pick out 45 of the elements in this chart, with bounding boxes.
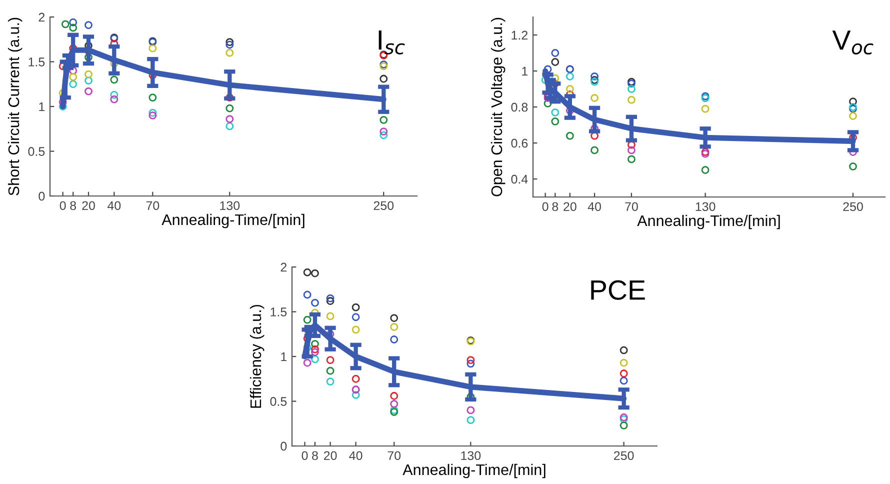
x-tick-label: 70: [625, 202, 638, 212]
x-tick-label: 250: [374, 201, 394, 210]
y-tick-label: 1.5: [270, 308, 287, 316]
x-tick-label: 130: [696, 202, 716, 212]
y-tick-label: 2: [38, 12, 45, 22]
x-tick-label: 0: [60, 201, 66, 210]
y-tick-label: 0.8: [511, 102, 528, 112]
annotation: PCE: [591, 280, 645, 300]
x-tick-label: 40: [588, 202, 601, 212]
x-tick-label: 8: [70, 201, 76, 210]
y-tick-label: 1: [522, 66, 528, 76]
x-axis-title: Annealing-Time/[min]: [637, 214, 780, 230]
y-tick-label: 0.5: [28, 147, 45, 156]
x-tick-label: 0: [542, 202, 548, 212]
x-tick-label: 40: [107, 201, 121, 210]
y-tick-label: 1.5: [28, 58, 45, 66]
y-tick-label: 2: [280, 262, 287, 272]
x-tick-label: 40: [349, 451, 362, 460]
x-tick-label: 8: [312, 451, 318, 460]
x-tick-label: 70: [388, 451, 401, 460]
x-tick-label: 0: [302, 451, 308, 460]
y-tick-label: 0: [38, 192, 45, 201]
x-tick-label: 250: [843, 202, 863, 212]
annotation: V$_{oc}$: [832, 30, 874, 55]
x-tick-label: 250: [614, 451, 634, 460]
y-tick-label: 1: [281, 352, 287, 362]
y-tick-label: 1: [39, 102, 45, 112]
annotation: I$_{sc}$: [378, 30, 405, 54]
x-axis-title: Annealing-Time/[min]: [162, 214, 304, 228]
y-axis-title: Short Circuit Current (a.u.): [8, 18, 22, 196]
x-tick-label: 20: [324, 451, 337, 460]
x-tick-label: 70: [146, 201, 160, 210]
x-tick-label: 20: [564, 202, 576, 212]
y-axis-title: Efficiency (a.u.): [250, 304, 264, 408]
y-tick-label: 1.2: [512, 30, 528, 40]
y-tick-label: 0.5: [270, 397, 287, 406]
y-axis-title: Open Circuit Voltage (a.u.): [490, 18, 506, 196]
x-axis-title: Annealing-Time/[min]: [402, 464, 546, 478]
y-tick-label: 0.6: [511, 138, 528, 148]
x-tick-label: 20: [82, 201, 95, 210]
y-tick-label: 0: [280, 442, 287, 451]
x-tick-label: 130: [461, 451, 481, 460]
x-tick-label: 130: [220, 201, 240, 210]
y-tick-label: 0.4: [511, 174, 528, 184]
x-tick-label: 8: [552, 202, 558, 212]
